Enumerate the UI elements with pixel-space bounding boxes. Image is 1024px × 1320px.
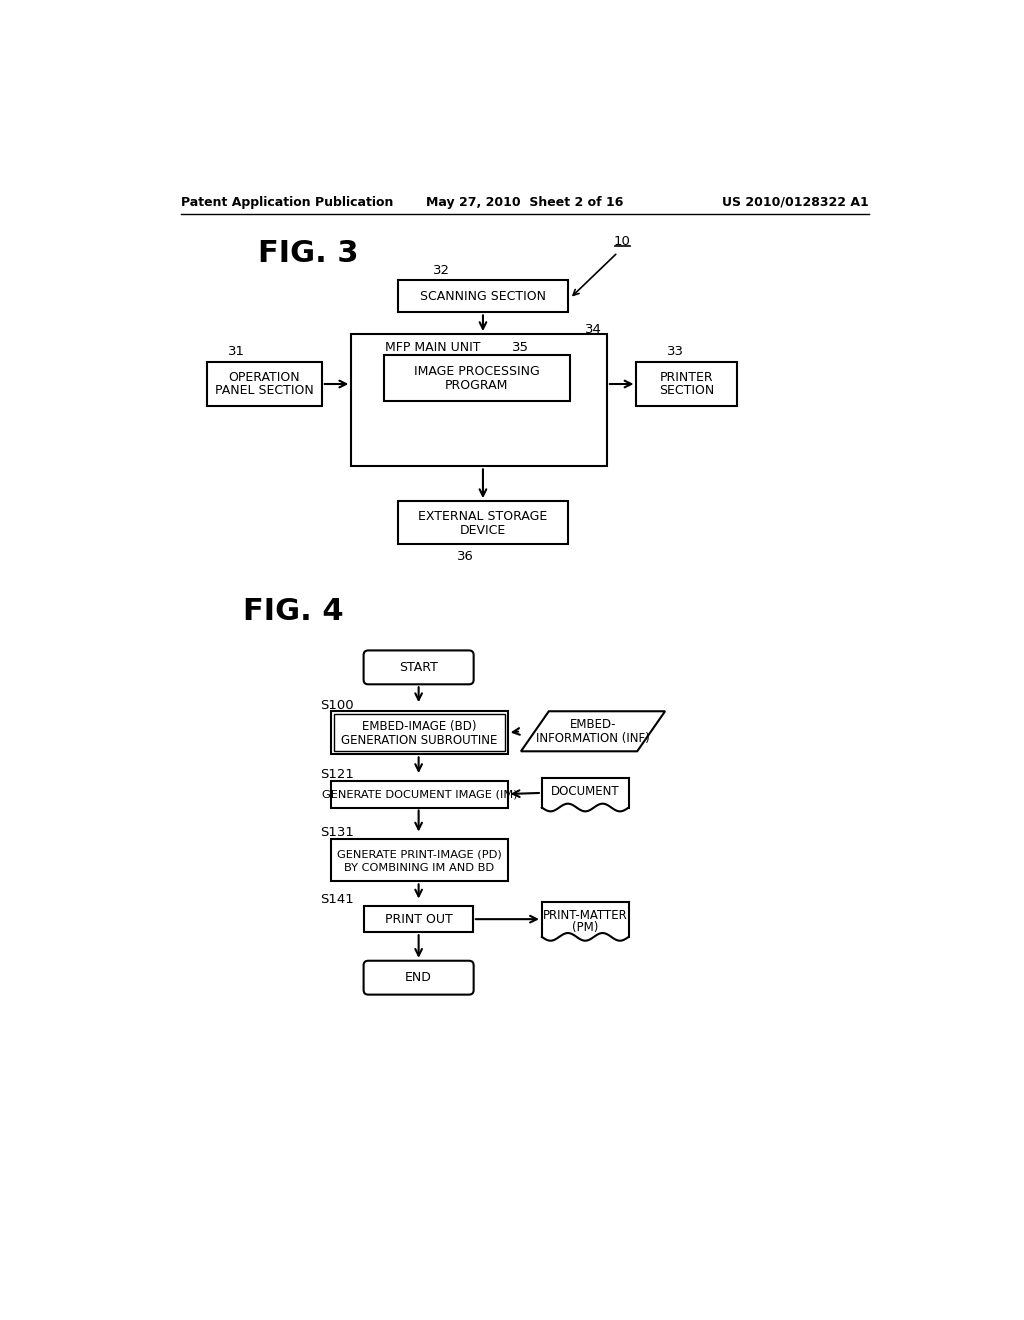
- Bar: [331, 840, 508, 882]
- Text: (PM): (PM): [572, 921, 598, 933]
- Text: PROGRAM: PROGRAM: [445, 379, 509, 392]
- Bar: [636, 363, 737, 405]
- Bar: [351, 334, 607, 466]
- Text: FIG. 4: FIG. 4: [243, 597, 343, 626]
- Text: 31: 31: [228, 345, 245, 358]
- Bar: [331, 780, 508, 808]
- Bar: [334, 714, 505, 751]
- Text: 10: 10: [614, 235, 631, 248]
- Bar: [365, 906, 473, 932]
- Text: BY COMBINING IM AND BD: BY COMBINING IM AND BD: [344, 863, 495, 874]
- Text: 36: 36: [458, 550, 474, 564]
- Text: SCANNING SECTION: SCANNING SECTION: [420, 289, 546, 302]
- Text: GENERATE DOCUMENT IMAGE (IM): GENERATE DOCUMENT IMAGE (IM): [322, 789, 517, 799]
- Text: EMBED-IMAGE (BD): EMBED-IMAGE (BD): [362, 721, 476, 733]
- Text: PRINT-MATTER: PRINT-MATTER: [543, 909, 628, 923]
- Text: 32: 32: [433, 264, 451, 277]
- Text: PANEL SECTION: PANEL SECTION: [215, 384, 313, 397]
- Text: DOCUMENT: DOCUMENT: [551, 785, 620, 797]
- Text: MFP MAIN UNIT: MFP MAIN UNIT: [385, 342, 480, 354]
- Text: START: START: [399, 661, 438, 675]
- Text: DEVICE: DEVICE: [460, 524, 506, 537]
- Text: S121: S121: [321, 768, 354, 781]
- Text: 33: 33: [667, 345, 684, 358]
- Text: 34: 34: [585, 323, 601, 335]
- Bar: [397, 502, 568, 544]
- Text: EMBED-: EMBED-: [569, 718, 616, 731]
- Text: S131: S131: [321, 826, 354, 840]
- Text: EXTERNAL STORAGE: EXTERNAL STORAGE: [419, 510, 548, 523]
- FancyBboxPatch shape: [364, 651, 474, 684]
- Text: S100: S100: [321, 698, 354, 711]
- Text: Patent Application Publication: Patent Application Publication: [180, 195, 393, 209]
- Bar: [384, 355, 569, 401]
- Text: GENERATE PRINT-IMAGE (PD): GENERATE PRINT-IMAGE (PD): [337, 850, 502, 859]
- Text: SECTION: SECTION: [659, 384, 715, 397]
- Text: May 27, 2010  Sheet 2 of 16: May 27, 2010 Sheet 2 of 16: [426, 195, 624, 209]
- FancyBboxPatch shape: [364, 961, 474, 995]
- Text: PRINT OUT: PRINT OUT: [385, 912, 453, 925]
- Text: 35: 35: [512, 342, 528, 354]
- Text: END: END: [406, 972, 432, 985]
- Bar: [542, 903, 629, 937]
- Bar: [331, 711, 508, 755]
- Text: INFORMATION (INF): INFORMATION (INF): [537, 731, 650, 744]
- Bar: [207, 363, 322, 405]
- Text: FIG. 3: FIG. 3: [258, 239, 358, 268]
- Text: PRINTER: PRINTER: [659, 371, 714, 384]
- Text: US 2010/0128322 A1: US 2010/0128322 A1: [722, 195, 869, 209]
- Bar: [397, 280, 568, 313]
- Bar: [542, 779, 629, 808]
- Polygon shape: [521, 711, 665, 751]
- Text: OPERATION: OPERATION: [228, 371, 300, 384]
- Text: GENERATION SUBROUTINE: GENERATION SUBROUTINE: [341, 734, 498, 747]
- Text: S141: S141: [321, 894, 354, 907]
- Text: IMAGE PROCESSING: IMAGE PROCESSING: [414, 366, 540, 379]
